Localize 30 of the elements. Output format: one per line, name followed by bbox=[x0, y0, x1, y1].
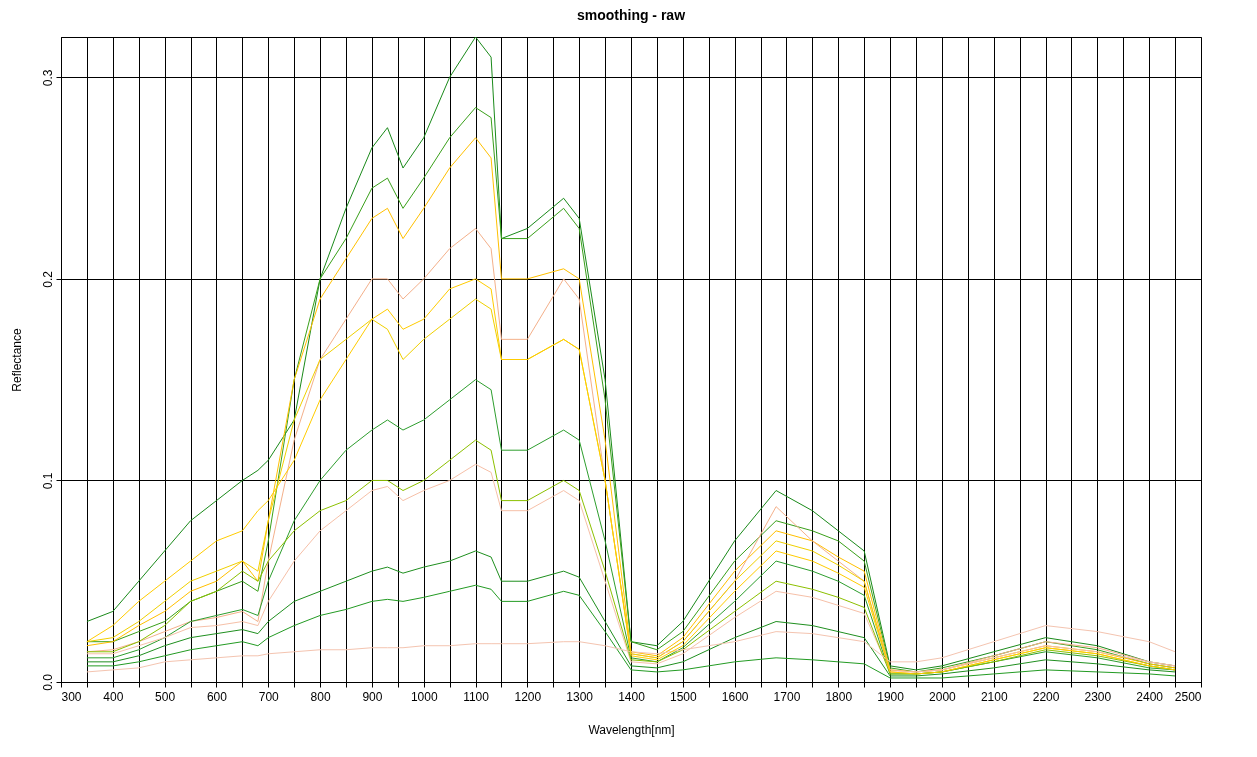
x-axis-title: Wavelength[nm] bbox=[588, 722, 675, 737]
x-tick-label: 300 bbox=[61, 689, 82, 704]
x-tick-label: 2100 bbox=[980, 689, 1008, 704]
x-tick-label: 2500 bbox=[1174, 689, 1202, 704]
x-tick-label: 1500 bbox=[669, 689, 697, 704]
x-tick-label: 2300 bbox=[1084, 689, 1112, 704]
x-tick-label: 500 bbox=[155, 689, 176, 704]
y-tick-label: 0.2 bbox=[40, 270, 55, 288]
y-tick-label: 0.3 bbox=[40, 69, 55, 87]
x-tick-label: 1800 bbox=[825, 689, 853, 704]
x-tick-label: 1100 bbox=[463, 689, 490, 704]
y-tick-label: 0.1 bbox=[40, 472, 55, 490]
x-tick-label: 600 bbox=[206, 689, 228, 704]
x-tick-label: 2200 bbox=[1032, 689, 1060, 704]
x-tick-label: 1200 bbox=[514, 689, 542, 704]
x-tick-label: 700 bbox=[258, 689, 280, 704]
x-tick-label: 400 bbox=[103, 689, 124, 704]
x-tick-label: 1600 bbox=[721, 689, 749, 704]
y-axis-title: Reflectance bbox=[9, 327, 24, 392]
chart-title: smoothing - raw bbox=[576, 6, 686, 23]
x-tick-label: 1400 bbox=[618, 689, 646, 704]
x-tick-label: 1300 bbox=[566, 689, 594, 704]
y-tick-label: 0.0 bbox=[40, 673, 55, 691]
x-tick-label: 2000 bbox=[929, 689, 957, 704]
x-tick-label: 2400 bbox=[1136, 689, 1164, 704]
x-tick-label: 1700 bbox=[773, 689, 801, 704]
x-tick-label: 1000 bbox=[410, 689, 438, 704]
x-tick-label: 900 bbox=[362, 689, 383, 704]
x-tick-label: 1900 bbox=[877, 689, 905, 704]
x-tick-label: 800 bbox=[310, 689, 331, 704]
